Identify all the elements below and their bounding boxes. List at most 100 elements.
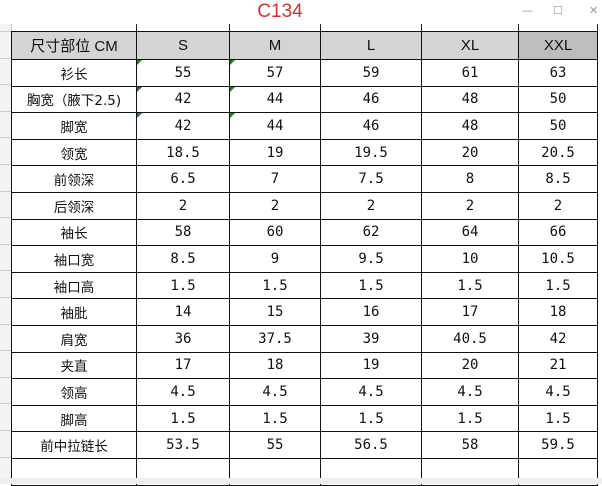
size-value-cell[interactable]: 1.5 (229, 271, 321, 300)
size-value-cell[interactable]: 8.5 (518, 165, 598, 193)
measurement-label[interactable]: 前中拉链长 (11, 431, 137, 459)
size-value-cell[interactable]: 15 (229, 298, 321, 326)
size-value-cell[interactable]: 2 (320, 191, 422, 220)
size-value-cell[interactable]: 1.5 (518, 271, 598, 300)
size-value-cell[interactable]: 1.5 (421, 404, 519, 433)
size-value-cell[interactable]: 40.5 (421, 324, 519, 353)
header-cell[interactable]: M (229, 31, 321, 60)
size-value-cell[interactable]: 16 (320, 298, 422, 326)
size-value-cell[interactable]: 4.5 (320, 378, 422, 406)
size-value-cell[interactable]: 7.5 (320, 165, 422, 193)
size-value-cell[interactable]: 8.5 (136, 245, 230, 273)
size-value-cell[interactable]: 18 (229, 351, 321, 380)
size-value-cell[interactable]: 50 (518, 112, 598, 140)
header-cell[interactable]: XL (421, 31, 519, 60)
size-value-cell[interactable]: 6.5 (136, 165, 230, 193)
header-cell[interactable]: XXL (518, 31, 598, 60)
horizontal-scrollbar[interactable] (0, 478, 602, 484)
size-value-cell[interactable]: 4.5 (229, 378, 321, 406)
minimize-icon[interactable]: — (522, 4, 533, 17)
measurement-label[interactable]: 胸宽（腋下2.5) (11, 85, 137, 114)
maximize-icon[interactable]: ☐ (553, 4, 563, 17)
size-value-cell[interactable]: 18.5 (136, 138, 230, 167)
size-value-cell[interactable]: 1.5 (320, 271, 422, 300)
size-value-cell[interactable]: 19 (229, 138, 321, 167)
size-value-cell[interactable]: 66 (518, 218, 598, 247)
header-cell[interactable]: 尺寸部位 CM (11, 31, 137, 60)
size-value-cell[interactable]: 17 (421, 298, 519, 326)
size-value-cell[interactable]: 42 (136, 85, 230, 114)
measurement-label[interactable]: 衫长 (11, 59, 137, 87)
size-value-cell[interactable]: 50 (518, 85, 598, 114)
size-value-cell[interactable]: 19 (320, 351, 422, 380)
measurement-label[interactable]: 脚宽 (11, 112, 137, 140)
size-value-cell[interactable]: 4.5 (421, 378, 519, 406)
size-value-cell[interactable]: 1.5 (421, 271, 519, 300)
measurement-label[interactable]: 袖口宽 (11, 245, 137, 273)
size-value-cell[interactable]: 59.5 (518, 431, 598, 459)
size-value-cell[interactable]: 58 (421, 431, 519, 459)
size-value-cell[interactable]: 1.5 (229, 404, 321, 433)
size-value-cell[interactable]: 17 (136, 351, 230, 380)
size-value-cell[interactable]: 55 (229, 431, 321, 459)
measurement-label[interactable]: 领宽 (11, 138, 137, 167)
size-value-cell[interactable]: 7 (229, 165, 321, 193)
size-value-cell[interactable]: 2 (518, 191, 598, 220)
size-value-cell[interactable]: 44 (229, 85, 321, 114)
size-value-cell[interactable]: 59 (320, 59, 422, 87)
size-value-cell[interactable]: 39 (320, 324, 422, 353)
size-value-cell[interactable]: 4.5 (518, 378, 598, 406)
size-value-cell[interactable]: 55 (136, 59, 230, 87)
size-value-cell[interactable]: 37.5 (229, 324, 321, 353)
size-value-cell[interactable]: 20.5 (518, 138, 598, 167)
size-value-cell[interactable]: 9.5 (320, 245, 422, 273)
size-value-cell[interactable]: 20 (421, 351, 519, 380)
measurement-label[interactable]: 领高 (11, 378, 137, 406)
header-cell[interactable]: S (136, 31, 230, 60)
measurement-label[interactable]: 脚高 (11, 404, 137, 433)
size-value-cell[interactable]: 48 (421, 112, 519, 140)
close-icon[interactable]: ✕ (589, 4, 599, 17)
measurement-label[interactable]: 袖长 (11, 218, 137, 247)
size-value-cell[interactable]: 10.5 (518, 245, 598, 273)
measurement-label[interactable]: 夹直 (11, 351, 137, 380)
measurement-label[interactable]: 肩宽 (11, 324, 137, 353)
size-value-cell[interactable]: 46 (320, 85, 422, 114)
size-value-cell[interactable]: 2 (136, 191, 230, 220)
size-value-cell[interactable]: 21 (518, 351, 598, 380)
measurement-label[interactable]: 前领深 (11, 165, 137, 193)
size-value-cell[interactable]: 8 (421, 165, 519, 193)
size-value-cell[interactable]: 14 (136, 298, 230, 326)
size-value-cell[interactable]: 42 (136, 112, 230, 140)
size-value-cell[interactable]: 61 (421, 59, 519, 87)
size-value-cell[interactable]: 57 (229, 59, 321, 87)
size-value-cell[interactable]: 62 (320, 218, 422, 247)
measurement-label[interactable]: 后领深 (11, 191, 137, 220)
measurement-label[interactable]: 袖口高 (11, 271, 137, 300)
size-value-cell[interactable]: 56.5 (320, 431, 422, 459)
size-value-cell[interactable]: 1.5 (136, 404, 230, 433)
size-value-cell[interactable]: 60 (229, 218, 321, 247)
header-cell[interactable]: L (320, 31, 422, 60)
size-value-cell[interactable]: 2 (229, 191, 321, 220)
size-value-cell[interactable]: 1.5 (518, 404, 598, 433)
size-value-cell[interactable]: 1.5 (320, 404, 422, 433)
size-value-cell[interactable]: 20 (421, 138, 519, 167)
size-value-cell[interactable]: 19.5 (320, 138, 422, 167)
size-value-cell[interactable]: 46 (320, 112, 422, 140)
size-value-cell[interactable]: 58 (136, 218, 230, 247)
measurement-label[interactable]: 袖肶 (11, 298, 137, 326)
size-value-cell[interactable]: 63 (518, 59, 598, 87)
size-value-cell[interactable]: 9 (229, 245, 321, 273)
size-value-cell[interactable]: 48 (421, 85, 519, 114)
size-value-cell[interactable]: 44 (229, 112, 321, 140)
size-value-cell[interactable]: 2 (421, 191, 519, 220)
size-value-cell[interactable]: 10 (421, 245, 519, 273)
size-value-cell[interactable]: 4.5 (136, 378, 230, 406)
size-value-cell[interactable]: 1.5 (136, 271, 230, 300)
size-value-cell[interactable]: 42 (518, 324, 598, 353)
size-value-cell[interactable]: 53.5 (136, 431, 230, 459)
size-value-cell[interactable]: 64 (421, 218, 519, 247)
size-value-cell[interactable]: 36 (136, 324, 230, 353)
size-value-cell[interactable]: 18 (518, 298, 598, 326)
